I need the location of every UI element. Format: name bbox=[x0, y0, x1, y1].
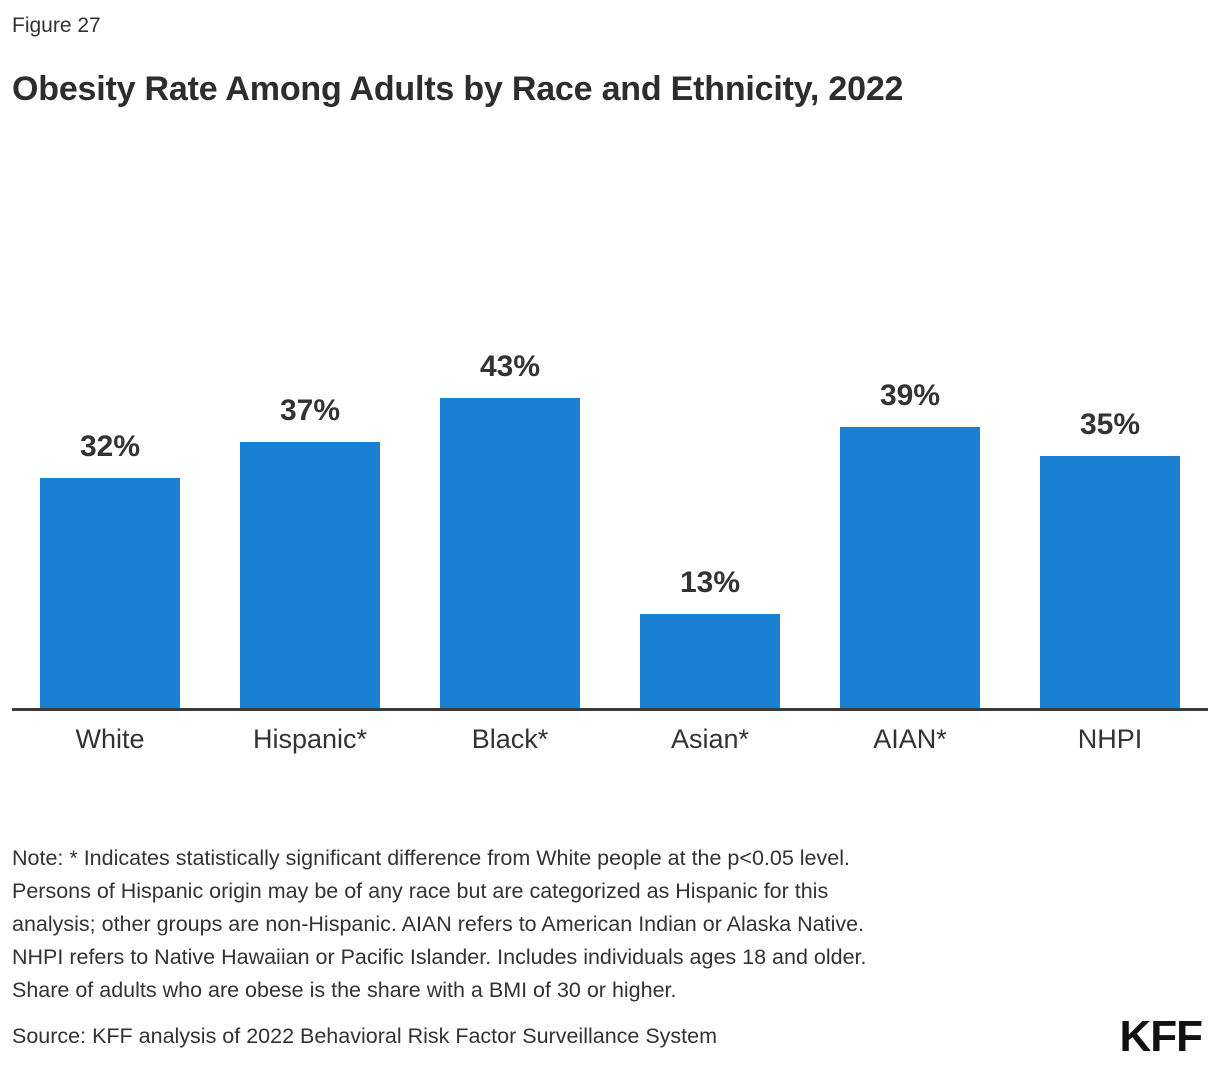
x-axis-labels: White Hispanic* Black* Asian* AIAN* NHPI bbox=[40, 724, 1180, 755]
kff-logo: KFF bbox=[1119, 1012, 1203, 1061]
bar-value-label: 32% bbox=[79, 430, 141, 463]
bar bbox=[440, 398, 580, 708]
bar-column: 35% bbox=[1040, 408, 1180, 708]
x-axis-label: White bbox=[75, 724, 145, 754]
bar-value-label: 39% bbox=[879, 379, 941, 412]
figure-number-label: Figure 27 bbox=[12, 14, 101, 37]
bar bbox=[40, 478, 180, 708]
bar-value-label: 43% bbox=[479, 350, 541, 383]
bar-column: 13% bbox=[640, 566, 780, 708]
x-axis-line bbox=[12, 708, 1208, 711]
x-axis-label: Black* bbox=[471, 724, 549, 754]
bar-column: 39% bbox=[840, 379, 980, 708]
bar-value-label: 13% bbox=[679, 566, 741, 599]
bar bbox=[640, 614, 780, 708]
bar bbox=[1040, 456, 1180, 708]
bar-value-label: 35% bbox=[1079, 408, 1141, 441]
x-axis-label: Asian* bbox=[670, 724, 750, 754]
chart-title: Obesity Rate Among Adults by Race and Et… bbox=[12, 70, 904, 108]
bar-value-label: 37% bbox=[279, 394, 341, 427]
bar-column: 37% bbox=[240, 394, 380, 708]
x-axis-label: AIAN* bbox=[873, 724, 947, 754]
bars: 32% 37% 43% 13% 39% 35% bbox=[40, 338, 1180, 708]
bar bbox=[240, 442, 380, 708]
bar bbox=[840, 427, 980, 708]
x-axis-label: NHPI bbox=[1077, 724, 1143, 754]
x-axis-label: Hispanic* bbox=[252, 724, 368, 754]
note-text: Note: * Indicates statistically signific… bbox=[12, 846, 867, 1002]
bar-column: 43% bbox=[440, 350, 580, 708]
source-text: Source: KFF analysis of 2022 Behavioral … bbox=[12, 1024, 718, 1048]
bar-column: 32% bbox=[40, 430, 180, 708]
